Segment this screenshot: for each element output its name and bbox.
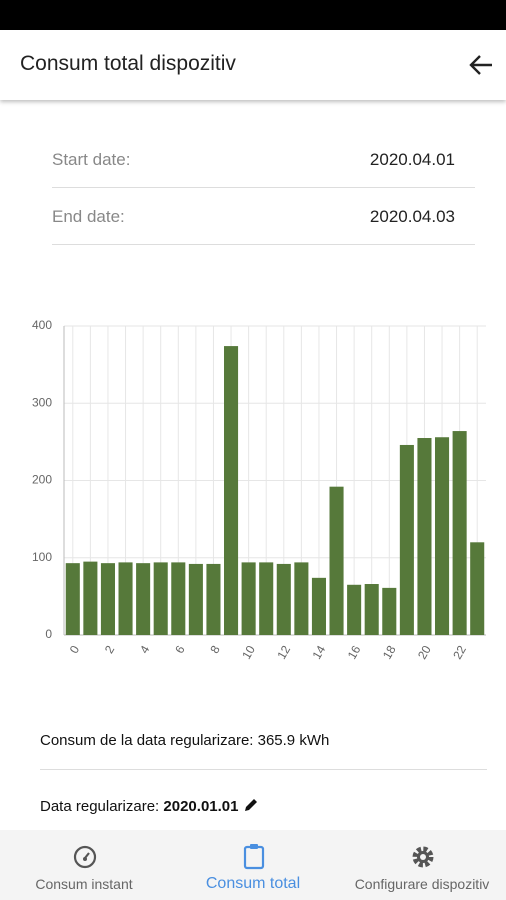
x-tick-label: 12 (274, 643, 293, 662)
value: 2020.01.01 (163, 798, 239, 815)
x-tick-label: 18 (380, 643, 399, 662)
bar (470, 542, 485, 635)
bar (311, 577, 326, 635)
bar (276, 563, 291, 635)
x-tick-label: 10 (239, 643, 258, 662)
value: 2020.04.03 (369, 207, 455, 226)
x-tick-label: 14 (309, 643, 328, 662)
label: End date: (52, 207, 125, 226)
data-regularizare: Data regularizare: 2020.01.01 (40, 797, 487, 815)
y-tick-label: 100 (32, 550, 52, 564)
consum-text: Consum de la data regularizare: 365.9 kW… (40, 732, 487, 770)
label: Consum total (205, 875, 301, 892)
bar (364, 584, 379, 635)
chart: 0 100 200 300 400 0 2 4 6 8 10 12 14 16 18 20 22 (32, 318, 486, 662)
title: Consum total dispozitiv (20, 52, 236, 75)
label: Consum instant (35, 876, 133, 892)
date-row[interactable]: Start date: 2020.04.01 (52, 131, 475, 188)
bar (224, 346, 239, 635)
bar (435, 437, 450, 635)
bar (83, 561, 98, 635)
bar (417, 438, 432, 635)
x-tick-label: 2 (102, 643, 118, 656)
bar (294, 562, 309, 635)
bar (259, 562, 274, 635)
status-bar (0, 0, 506, 30)
x-tick-label: 8 (207, 643, 223, 656)
bar (241, 562, 256, 635)
y-tick-label: 0 (45, 627, 52, 641)
label: Start date: (52, 150, 131, 169)
back-button[interactable] (468, 53, 494, 77)
bar (136, 563, 151, 635)
bar (171, 562, 186, 635)
bar (347, 584, 362, 635)
bar (399, 444, 414, 635)
icon (243, 844, 265, 870)
bar (118, 562, 133, 635)
y-tick-label: 300 (32, 395, 52, 409)
bar (452, 431, 467, 635)
bar (382, 587, 397, 635)
nav-item[interactable]: Configurare dispozitiv (338, 830, 506, 900)
x-tick-label: 0 (67, 643, 83, 656)
x-tick-label: 22 (450, 643, 469, 662)
bar (206, 563, 221, 635)
edit-icon[interactable] (243, 797, 259, 813)
x-tick-label: 4 (137, 643, 153, 656)
x-tick-label: 16 (345, 643, 364, 662)
bar (188, 563, 203, 635)
date-row[interactable]: End date: 2020.04.03 (52, 188, 475, 245)
bar (153, 562, 168, 635)
bar (100, 563, 115, 635)
nav-item[interactable]: Consum instant (0, 830, 168, 900)
y-tick-label: 200 (32, 473, 52, 487)
y-tick-label: 400 (32, 318, 52, 332)
icon (73, 845, 97, 869)
x-tick-label: 20 (415, 643, 434, 662)
label: Data regularizare: (40, 798, 160, 815)
nav-item[interactable]: Consum total (169, 830, 337, 900)
value: 2020.04.01 (369, 150, 455, 169)
app-bar: Consum total dispozitiv (0, 30, 506, 100)
bar (65, 563, 80, 635)
bar (329, 486, 344, 635)
x-tick-label: 6 (172, 643, 188, 656)
icon (412, 846, 434, 868)
label: Configurare dispozitiv (354, 876, 490, 892)
bottom-nav: Consum instant Consum total Configurare … (0, 830, 506, 900)
